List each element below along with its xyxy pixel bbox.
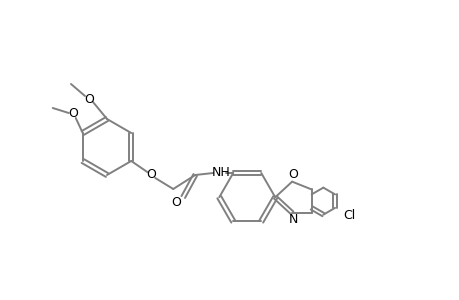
Text: O: O [67,106,78,119]
Text: O: O [146,169,156,182]
Text: NH: NH [212,167,230,179]
Text: O: O [288,168,297,181]
Text: N: N [288,213,297,226]
Text: Cl: Cl [342,209,354,222]
Text: O: O [84,92,94,106]
Text: O: O [171,196,181,208]
